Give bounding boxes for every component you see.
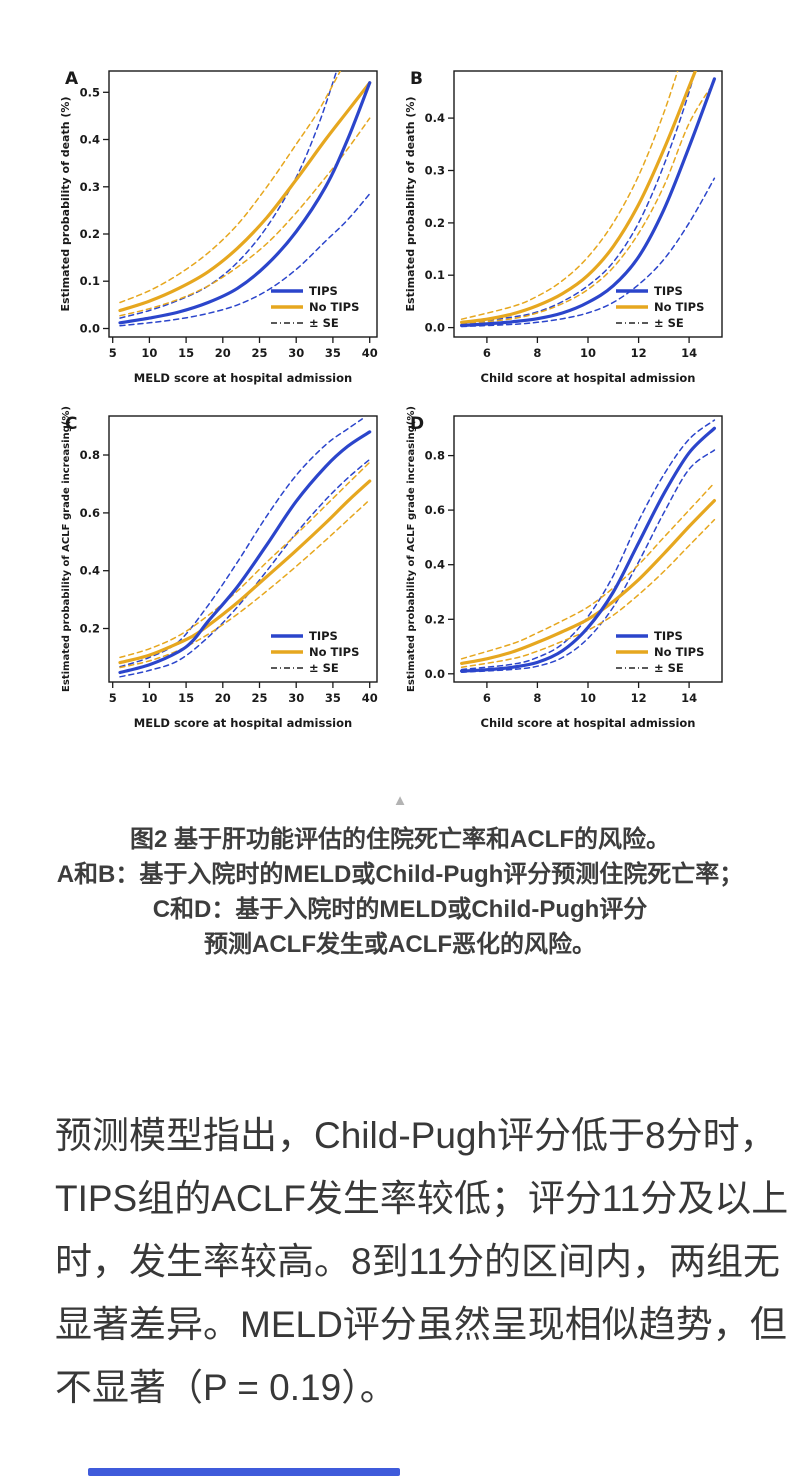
svg-text:MELD score at hospital admissi: MELD score at hospital admission — [134, 716, 352, 730]
svg-text:0.2: 0.2 — [80, 622, 100, 636]
svg-text:30: 30 — [288, 346, 304, 360]
paragraph-line: 时，发生率较高。8到11分的区间内，两组无 — [55, 1241, 780, 1282]
svg-text:0.0: 0.0 — [80, 322, 100, 336]
svg-text:8: 8 — [533, 691, 541, 705]
svg-text:0.4: 0.4 — [80, 133, 100, 147]
paragraph-line: 不显著（P = 0.19）。 — [55, 1367, 397, 1408]
svg-text:15: 15 — [178, 691, 194, 705]
paragraph-line: TIPS组的ACLF发生率较低；评分11分及以上 — [55, 1178, 789, 1219]
svg-text:10: 10 — [580, 346, 596, 360]
svg-text:0.0: 0.0 — [425, 321, 445, 335]
svg-text:No TIPS: No TIPS — [654, 645, 704, 659]
svg-text:Child score at hospital admiss: Child score at hospital admission — [481, 371, 696, 385]
caption-line: C和D：基于入院时的MELD或Child-Pugh评分 — [152, 896, 648, 923]
svg-text:0.3: 0.3 — [80, 180, 100, 194]
panel-c-chart: 5 10 15 20 25 30 35 40 0.2 0.4 0.6 0.8 TIPS No TIPS ± … — [61, 406, 378, 730]
svg-text:Estimated probability of ACLF: Estimated probability of ACLF grade incr… — [406, 406, 417, 692]
panel-c: 5 10 15 20 25 30 35 40 0.2 0.4 0.6 0.8 TIPS No TIPS ± … — [55, 400, 400, 745]
svg-text:40: 40 — [362, 691, 378, 705]
panel-d: 6 8 10 12 14 0.0 0.2 0.4 0.6 0.8 TIPS No TIPS ± SE D C… — [400, 400, 745, 745]
svg-text:0.3: 0.3 — [425, 164, 445, 178]
svg-text:TIPS: TIPS — [654, 284, 683, 298]
svg-text:12: 12 — [631, 346, 647, 360]
svg-text:C: C — [65, 414, 77, 434]
figure-caption: 图2 基于肝功能评估的住院死亡率和ACLF的风险。 A和B：基于入院时的MELD… — [0, 822, 800, 962]
panel-a: 5 10 15 20 25 30 35 40 0.0 0.1 0.2 0.3 0.4 0.5 TIPS No … — [55, 55, 400, 400]
svg-text:20: 20 — [215, 691, 231, 705]
svg-text:40: 40 — [362, 346, 378, 360]
reading-progress-bar — [88, 1468, 400, 1476]
svg-text:Estimated probability of ACLF: Estimated probability of ACLF grade incr… — [61, 406, 72, 692]
svg-text:B: B — [410, 69, 423, 89]
svg-text:15: 15 — [178, 346, 194, 360]
svg-text:25: 25 — [251, 346, 267, 360]
svg-text:± SE: ± SE — [654, 661, 684, 675]
svg-text:MELD score at hospital admissi: MELD score at hospital admission — [134, 371, 352, 385]
panel-d-chart: 6 8 10 12 14 0.0 0.2 0.4 0.6 0.8 TIPS No TIPS ± SE D C… — [406, 406, 723, 730]
caption-line: A和B：基于入院时的MELD或Child-Pugh评分预测住院死亡率； — [56, 861, 744, 888]
svg-text:14: 14 — [681, 691, 697, 705]
svg-text:0.2: 0.2 — [425, 612, 445, 626]
svg-text:5: 5 — [109, 691, 117, 705]
svg-text:± SE: ± SE — [309, 661, 339, 675]
paragraph-line: 显著差异。MELD评分虽然呈现相似趋势，但 — [55, 1304, 787, 1345]
svg-text:10: 10 — [580, 691, 596, 705]
panel-b-chart: 6 8 10 12 14 0.0 0.1 0.2 0.3 0.4 TIPS No TIPS ± SE B C… — [404, 69, 723, 385]
svg-text:0.8: 0.8 — [80, 448, 100, 462]
article-paragraph: 预测模型指出，Child-Pugh评分低于8分时， TIPS组的ACLF发生率较… — [55, 1104, 789, 1419]
svg-text:0.1: 0.1 — [425, 268, 445, 282]
svg-text:12: 12 — [631, 691, 647, 705]
svg-text:0.6: 0.6 — [80, 506, 100, 520]
svg-text:0.6: 0.6 — [425, 503, 445, 517]
svg-text:TIPS: TIPS — [309, 629, 338, 643]
svg-text:Child score at hospital admiss: Child score at hospital admission — [481, 716, 696, 730]
svg-text:No TIPS: No TIPS — [654, 300, 704, 314]
caption-line: 预测ACLF发生或ACLF恶化的风险。 — [204, 931, 596, 958]
svg-text:10: 10 — [141, 691, 157, 705]
svg-text:30: 30 — [288, 691, 304, 705]
svg-text:10: 10 — [141, 346, 157, 360]
svg-text:D: D — [410, 414, 424, 434]
svg-text:0.2: 0.2 — [80, 227, 100, 241]
svg-text:20: 20 — [215, 346, 231, 360]
svg-text:0.5: 0.5 — [80, 85, 100, 99]
svg-text:Estimated probability of death: Estimated probability of death (%) — [404, 97, 417, 312]
figure-2: 5 10 15 20 25 30 35 40 0.0 0.1 0.2 0.3 0.4 0.5 TIPS No … — [55, 55, 745, 745]
svg-text:25: 25 — [251, 691, 267, 705]
svg-text:6: 6 — [483, 346, 491, 360]
svg-text:35: 35 — [325, 346, 341, 360]
panel-b: 6 8 10 12 14 0.0 0.1 0.2 0.3 0.4 TIPS No TIPS ± SE B C… — [400, 55, 745, 400]
svg-text:No TIPS: No TIPS — [309, 300, 359, 314]
svg-text:TIPS: TIPS — [654, 629, 683, 643]
svg-text:0.1: 0.1 — [80, 274, 100, 288]
svg-text:0.4: 0.4 — [425, 558, 445, 572]
svg-text:5: 5 — [109, 346, 117, 360]
svg-text:0.8: 0.8 — [425, 449, 445, 463]
svg-text:0.0: 0.0 — [425, 667, 445, 681]
panel-a-chart: 5 10 15 20 25 30 35 40 0.0 0.1 0.2 0.3 0.4 0.5 TIPS No … — [59, 69, 378, 385]
svg-text:± SE: ± SE — [654, 316, 684, 330]
svg-text:No TIPS: No TIPS — [309, 645, 359, 659]
caption-line: 图2 基于肝功能评估的住院死亡率和ACLF的风险。 — [130, 826, 670, 853]
svg-text:0.2: 0.2 — [425, 216, 445, 230]
svg-text:0.4: 0.4 — [425, 111, 445, 125]
svg-text:8: 8 — [533, 346, 541, 360]
svg-text:TIPS: TIPS — [309, 284, 338, 298]
svg-text:14: 14 — [681, 346, 697, 360]
svg-text:± SE: ± SE — [309, 316, 339, 330]
svg-text:6: 6 — [483, 691, 491, 705]
svg-text:Estimated probability of death: Estimated probability of death (%) — [59, 97, 72, 312]
svg-text:0.4: 0.4 — [80, 564, 100, 578]
paragraph-line: 预测模型指出，Child-Pugh评分低于8分时， — [55, 1115, 777, 1156]
svg-text:35: 35 — [325, 691, 341, 705]
caption-triangle-icon: ▲ — [392, 792, 408, 809]
svg-text:A: A — [65, 69, 79, 89]
